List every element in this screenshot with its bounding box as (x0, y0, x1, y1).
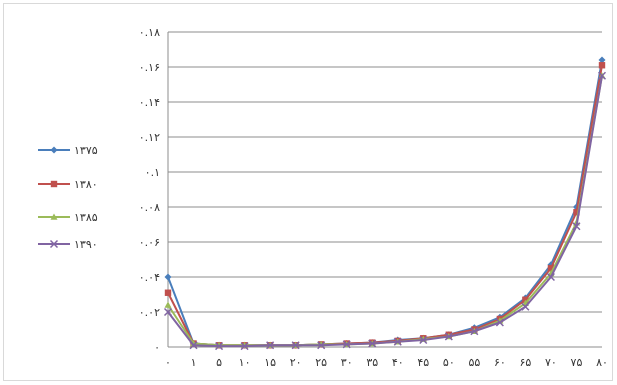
legend-marker (50, 146, 58, 154)
data-point (573, 209, 580, 216)
x-tick-label: ۴۰ (392, 356, 404, 369)
data-point (521, 302, 530, 311)
data-point (317, 341, 326, 350)
data-point (215, 342, 224, 351)
data-point (598, 62, 606, 69)
y-tick-label: ۰.۱۸ (139, 26, 160, 39)
legend-label: ۱۳۷۵ (74, 144, 98, 157)
x-tick-label: ۵ (216, 356, 222, 369)
y-tick-label: ۰.۰۲ (139, 306, 160, 319)
legend-marker (50, 213, 58, 220)
data-point (547, 265, 555, 272)
data-point (163, 307, 173, 317)
data-point (495, 318, 504, 327)
legend-label: ۱۳۹۰ (74, 238, 98, 251)
x-tick-label: ۶۰ (494, 356, 506, 369)
data-point (393, 337, 402, 346)
series-2 (164, 62, 606, 349)
series-4 (163, 71, 607, 351)
data-point (598, 56, 606, 64)
data-point (597, 71, 607, 80)
legend-label: ۱۳۸۵ (74, 211, 98, 224)
legend-item-2: ۱۳۸۰ (38, 178, 98, 191)
x-tick-label: ۵۵ (468, 356, 480, 369)
data-point (266, 341, 275, 350)
legend-item-1: ۱۳۷۵ (38, 144, 98, 157)
x-tick-label: ۶۵ (519, 356, 531, 369)
data-point (240, 342, 249, 351)
x-tick-label: ۳۵ (366, 356, 378, 369)
x-tick-label: ۷۵ (571, 356, 583, 369)
data-point (419, 335, 428, 345)
x-tick-label: ۳۰ (341, 356, 353, 369)
y-tick-label: ۰.۰۶ (139, 236, 160, 249)
x-tick-label: ۱۰ (239, 356, 251, 369)
data-point (368, 339, 377, 348)
x-tick-label: ۰ (165, 356, 171, 369)
series-line (167, 75, 603, 348)
legend-item-4: ۱۳۹۰ (38, 238, 98, 251)
gridlines (168, 31, 602, 348)
x-tick-label: ۸۰ (596, 356, 608, 369)
data-point (546, 272, 555, 282)
x-tick-label: ۱ (191, 356, 197, 369)
series-line (167, 59, 603, 347)
data-point (342, 340, 351, 349)
y-tick-label: ۰.۰۸ (139, 201, 160, 214)
data-point (164, 273, 172, 281)
x-tick-label: ۲۵ (315, 356, 327, 369)
x-tick-label: ۴۵ (417, 356, 429, 369)
x-axis-ticks: ۰ ۱ ۵ ۱۰ ۱۵ ۲۰ ۲۵ ۳۰ ۳۵ ۴۰ ۴۵ ۵۰ ۵۵ ۶۰ ۶۵ ۷۰ ۷۵ ۸۰ (165, 356, 608, 369)
series-1 (164, 56, 606, 349)
series-3 (164, 72, 606, 349)
series-line (167, 65, 603, 347)
y-tick-label: ۰.۰۴ (139, 271, 160, 284)
y-tick-label: ۰.۱ (145, 166, 160, 179)
y-tick-label: ۰ (154, 341, 160, 354)
data-point (444, 332, 453, 341)
y-tick-label: ۰.۱۲ (139, 131, 160, 144)
legend: ۱۳۷۵ ۱۳۸۰ ۱۳۸۵ ۱۳۹۰ (38, 144, 98, 251)
legend-marker (49, 239, 59, 249)
data-point (189, 341, 198, 350)
y-tick-label: ۰.۱۶ (139, 61, 160, 74)
data-point (291, 341, 300, 350)
x-tick-label: ۱۵ (264, 356, 276, 369)
data-point (164, 289, 172, 296)
series-line (167, 75, 603, 347)
x-tick-label: ۷۰ (545, 356, 557, 369)
data-point (572, 222, 581, 231)
series-lines (163, 56, 607, 351)
data-point (470, 327, 479, 336)
legend-item-3: ۱۳۸۵ (38, 211, 98, 224)
x-tick-label: ۲۰ (290, 356, 302, 369)
legend-label: ۱۳۸۰ (74, 178, 98, 191)
data-point (522, 296, 529, 303)
legend-marker (50, 180, 58, 188)
data-point (164, 301, 172, 308)
x-tick-label: ۵۰ (443, 356, 455, 369)
y-axis-ticks: ۰ ۰.۰۲ ۰.۰۴ ۰.۰۶ ۰.۰۸ ۰.۱ ۰.۱۲ ۰.۱۴ ۰.۱۶ ۰.۱۸ (139, 26, 160, 354)
y-tick-label: ۰.۱۴ (139, 96, 160, 109)
axes (167, 32, 602, 348)
